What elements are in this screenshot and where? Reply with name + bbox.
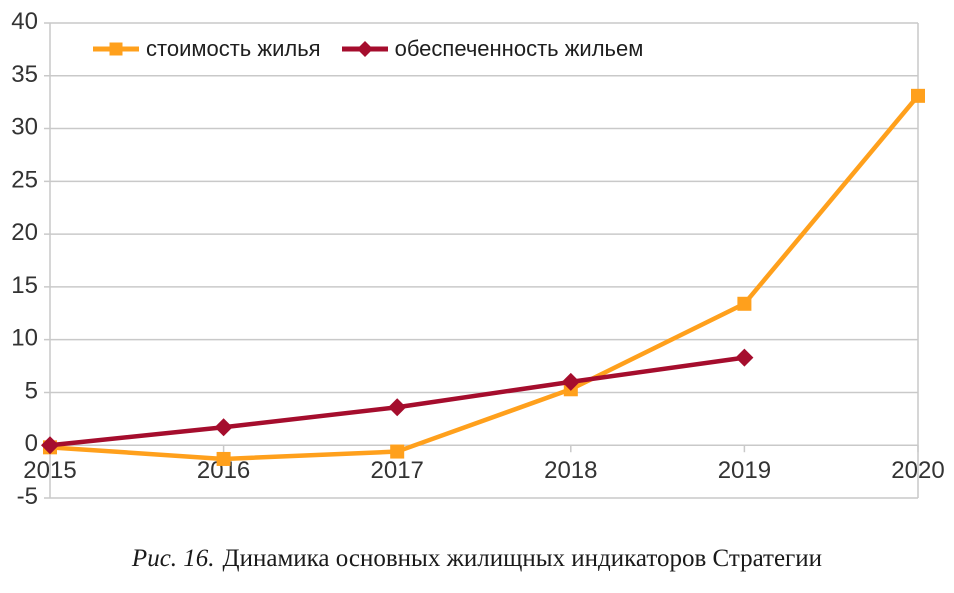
y-axis-label: 40 xyxy=(11,8,38,35)
caption-text: Динамика основных жилищных индикаторов С… xyxy=(222,545,823,572)
y-axis-label: 25 xyxy=(11,166,38,193)
figure-number: Рис. 16. xyxy=(131,545,215,572)
series-line-0 xyxy=(47,93,921,462)
y-axis-label: 35 xyxy=(11,61,38,88)
x-axis-label: 2018 xyxy=(544,457,597,484)
series-0-square-marker xyxy=(390,444,405,459)
legend-item-housing-provision: обеспеченность жильем xyxy=(341,36,644,62)
series-1-diamond-marker xyxy=(735,348,754,367)
y-axis-label: 30 xyxy=(11,114,38,141)
y-axis-label: 10 xyxy=(11,325,38,352)
series-1-diamond-marker xyxy=(214,418,233,437)
series-0-square-marker xyxy=(216,451,231,466)
legend-label-housing-provision: обеспеченность жильем xyxy=(394,36,644,61)
x-axis-label: 2015 xyxy=(23,457,76,484)
figure-caption: Рис. 16. Динамика основных жилищных индик… xyxy=(0,545,954,573)
series-0-square-marker xyxy=(737,296,752,311)
series-1-diamond-marker xyxy=(388,398,407,417)
orange-line-square-marker-icon xyxy=(93,42,139,56)
x-axis-label: 2017 xyxy=(371,457,424,484)
x-axis-label: 2020 xyxy=(891,457,944,484)
x-axis-label: 2019 xyxy=(718,457,771,484)
y-axis-label: 0 xyxy=(25,430,38,457)
series-1-diamond-marker xyxy=(41,436,59,455)
y-axis-label: 20 xyxy=(11,219,38,246)
y-axis-label: 5 xyxy=(25,377,38,404)
chart-legend: стоимость жилья обеспеченность жильем xyxy=(93,36,643,62)
legend-item-housing-cost: стоимость жилья xyxy=(93,36,321,62)
y-axis-label: -5 xyxy=(17,483,38,510)
legend-label-housing-cost: стоимость жилья xyxy=(146,36,321,61)
series-0-square-marker xyxy=(911,88,925,103)
series-1-diamond-marker xyxy=(561,372,580,391)
y-axis-label: 15 xyxy=(11,272,38,299)
dark-red-line-diamond-marker-icon xyxy=(341,41,388,57)
